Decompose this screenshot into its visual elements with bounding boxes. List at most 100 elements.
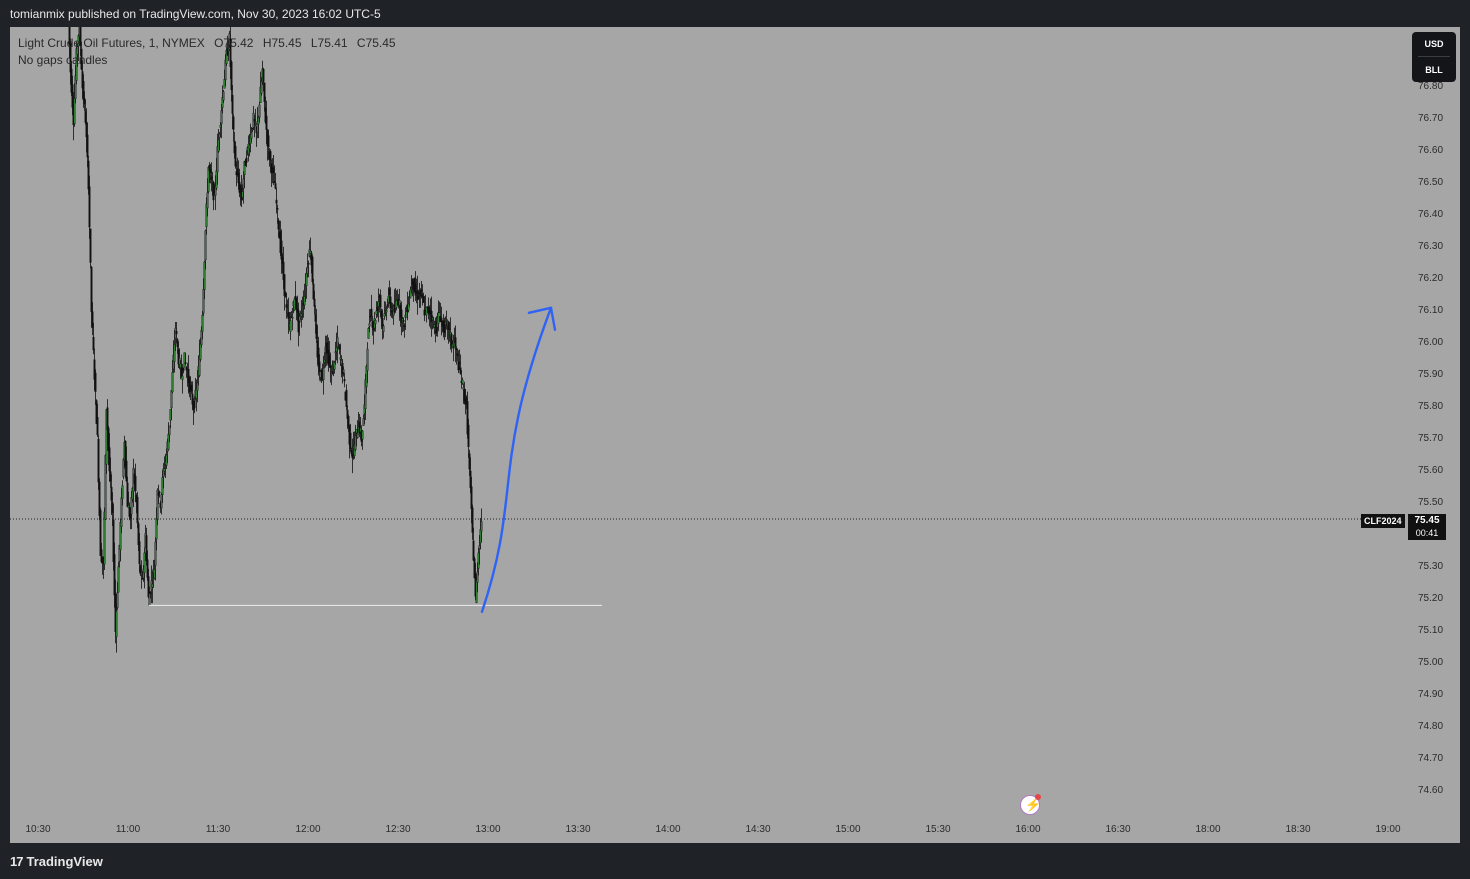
candle-body <box>469 470 472 488</box>
candle-body <box>84 111 87 123</box>
candle-body <box>263 82 266 102</box>
candle-body <box>223 79 226 89</box>
currency-separator <box>1418 56 1450 57</box>
candle-body <box>191 393 194 405</box>
price-tick: 76.80 <box>1418 81 1444 92</box>
candle-body <box>83 98 86 105</box>
candle-body <box>160 494 163 509</box>
candle-body <box>161 477 164 495</box>
candle-body <box>101 556 104 563</box>
candle-body <box>227 49 230 51</box>
candle-body <box>417 296 420 300</box>
candle-body <box>403 324 406 327</box>
price-chart[interactable] <box>10 27 1460 843</box>
candle-body <box>407 303 410 311</box>
candle-body <box>329 364 332 369</box>
candle-body <box>171 372 174 393</box>
candle-body <box>295 297 298 310</box>
candle-body <box>257 117 260 125</box>
currency-unit-button[interactable]: USD BLL <box>1412 32 1456 82</box>
bar-countdown: 00:41 <box>1415 528 1439 538</box>
candle-body <box>126 482 129 507</box>
candle-body <box>274 183 277 189</box>
candle-body <box>323 359 326 363</box>
candle-body <box>154 541 157 566</box>
candle-body <box>275 199 278 204</box>
candle-body <box>467 424 470 447</box>
candle-body <box>206 192 209 209</box>
candle-body <box>92 336 95 351</box>
candle-body <box>379 294 382 308</box>
candle-body <box>448 328 451 330</box>
last-price-value: 75.45 <box>1414 515 1440 526</box>
candle-body <box>120 497 123 528</box>
candle-body <box>328 354 331 364</box>
tradingview-logo[interactable]: 17 TradingView <box>10 854 103 869</box>
candle-body <box>465 397 468 403</box>
candle-body <box>315 324 318 339</box>
candle-body <box>82 80 85 101</box>
candle-body <box>311 256 314 282</box>
candle-body <box>222 91 225 101</box>
time-tick: 14:30 <box>745 824 771 835</box>
candle-body <box>113 554 116 596</box>
candle-body <box>247 143 250 154</box>
candle-body <box>405 311 408 318</box>
candle-body <box>168 425 171 436</box>
candle-body <box>374 320 377 325</box>
candle-body <box>89 228 92 263</box>
candle-body <box>272 167 275 173</box>
candle-body <box>381 317 384 327</box>
candle-body <box>400 309 403 323</box>
candle-body <box>245 157 248 163</box>
candle-body <box>458 362 461 364</box>
candle-body <box>103 511 106 565</box>
candle-body <box>293 298 296 311</box>
candle-body <box>461 379 464 384</box>
candle-body <box>368 323 371 327</box>
candle-body <box>383 313 386 317</box>
candle-body <box>335 347 338 352</box>
candle-body <box>241 191 244 198</box>
candle-body <box>305 272 308 286</box>
candle-body <box>258 104 261 118</box>
chart-legend: Light Crude Oil Futures, 1, NYMEX O75.42… <box>18 35 402 69</box>
time-tick: 10:30 <box>25 824 51 835</box>
price-tick: 76.50 <box>1418 177 1444 188</box>
candle-body <box>127 505 130 508</box>
price-tick: 75.10 <box>1418 625 1444 636</box>
candle-body <box>232 116 235 130</box>
price-tick: 76.70 <box>1418 113 1444 124</box>
candle-body <box>148 593 151 606</box>
candle-body <box>204 230 207 261</box>
time-tick: 18:00 <box>1195 824 1221 835</box>
candle-body <box>380 310 383 319</box>
candle-body <box>376 306 379 311</box>
forecast-arrow[interactable] <box>480 306 553 613</box>
candle-body <box>111 502 114 513</box>
legend-high: H75.45 <box>262 36 302 50</box>
symbol-price-tag: CLF2024 <box>1361 514 1405 528</box>
candle-body <box>156 490 159 521</box>
candle-body <box>301 308 304 311</box>
candle-body <box>331 371 334 375</box>
time-tick: 13:00 <box>475 824 501 835</box>
price-tick: 74.90 <box>1418 689 1444 700</box>
candle-body <box>409 289 412 298</box>
candle-body <box>125 460 128 482</box>
candle-body <box>149 591 152 594</box>
price-tick: 75.70 <box>1418 433 1444 444</box>
time-tick: 12:30 <box>385 824 411 835</box>
candle-body <box>423 309 426 316</box>
candle-body <box>283 274 286 296</box>
candle-body <box>464 401 467 405</box>
candle-body <box>388 288 391 295</box>
candle-body <box>280 240 283 260</box>
chart-frame[interactable]: Light Crude Oil Futures, 1, NYMEX O75.42… <box>10 27 1460 843</box>
candle-body <box>104 455 107 520</box>
candle-body <box>146 559 149 578</box>
candle-body <box>190 384 193 392</box>
candle-body <box>455 348 458 351</box>
candle-body <box>237 172 240 184</box>
flash-icon[interactable]: ⚡ <box>1020 795 1041 815</box>
